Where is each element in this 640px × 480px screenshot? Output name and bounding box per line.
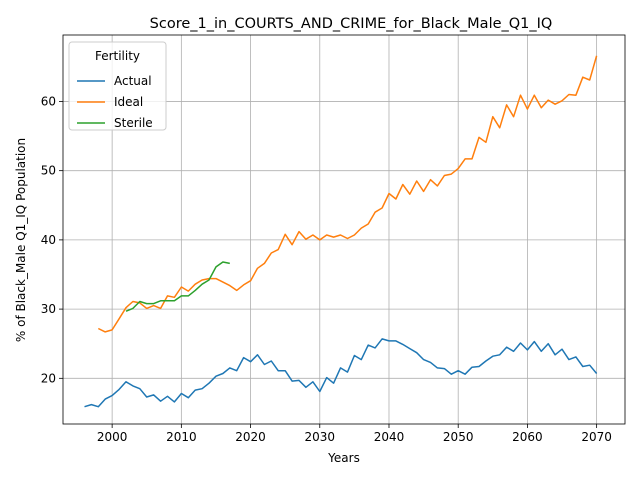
y-tick-label: 20 — [41, 371, 56, 385]
series-line-ideal — [97, 55, 598, 333]
x-tick-label: 2040 — [374, 430, 405, 444]
x-tick-label: 2060 — [512, 430, 543, 444]
legend-label: Ideal — [114, 95, 143, 109]
series-layer — [84, 55, 598, 408]
series-line-actual — [84, 338, 598, 408]
series-line-sterile — [125, 261, 230, 312]
chart-title: Score_1_in_COURTS_AND_CRIME_for_Black_Ma… — [150, 16, 553, 32]
y-axis: 20 30 40 50 60 — [41, 94, 63, 385]
legend-box — [68, 41, 167, 131]
y-tick-label: 30 — [41, 302, 56, 316]
legend: Fertility Actual Ideal Sterile — [68, 41, 167, 131]
y-tick-label: 50 — [41, 164, 56, 178]
x-tick-label: 2070 — [581, 430, 612, 444]
y-tick-label: 40 — [41, 233, 56, 247]
legend-label: Sterile — [114, 116, 153, 130]
x-tick-label: 2050 — [443, 430, 474, 444]
x-tick-label: 2000 — [97, 430, 128, 444]
x-axis-label: Years — [327, 451, 360, 465]
x-tick-label: 2010 — [166, 430, 197, 444]
y-axis-label: % of Black_Male Q1_IQ Population — [14, 138, 28, 342]
legend-label: Actual — [114, 74, 152, 88]
plot-frame — [62, 34, 626, 425]
legend-title: Fertility — [95, 49, 140, 63]
x-tick-label: 2030 — [305, 430, 336, 444]
y-tick-label: 60 — [41, 94, 56, 108]
x-axis: 2000 2010 2020 2030 2040 2050 2060 2070 — [97, 424, 612, 444]
x-tick-label: 2020 — [235, 430, 266, 444]
